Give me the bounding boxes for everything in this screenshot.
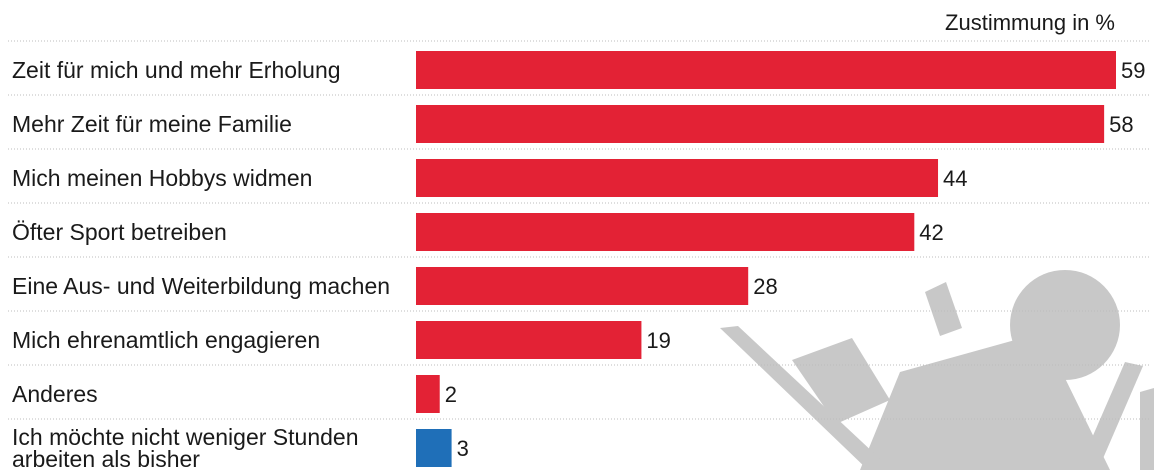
value-label: 59 bbox=[1121, 58, 1145, 83]
row-separators bbox=[8, 40, 1150, 420]
category-label: Mich meinen Hobbys widmen bbox=[12, 165, 312, 191]
bar bbox=[416, 159, 939, 197]
axis-unit-label: Zustimmung in % bbox=[945, 10, 1115, 35]
bar bbox=[416, 213, 915, 251]
value-label: 19 bbox=[646, 328, 670, 353]
category-label: Ich möchte nicht weniger Stunden bbox=[12, 424, 358, 450]
bar bbox=[416, 321, 642, 359]
bars bbox=[416, 51, 1116, 467]
value-label: 28 bbox=[753, 274, 777, 299]
category-label: Anderes bbox=[12, 381, 98, 407]
category-label: Öfter Sport betreiben bbox=[12, 219, 227, 245]
bar bbox=[416, 267, 749, 305]
category-label: Zeit für mich und mehr Erholung bbox=[12, 57, 341, 83]
bar bbox=[416, 51, 1116, 89]
value-labels: 59 58 44 42 28 19 2 3 bbox=[445, 58, 1146, 461]
person-reading-in-deckchair-icon bbox=[720, 270, 1154, 470]
category-label: Mehr Zeit für meine Familie bbox=[12, 111, 292, 137]
category-labels: Zeit für mich und mehr Erholung Mehr Zeit… bbox=[12, 57, 390, 470]
value-label: 58 bbox=[1109, 112, 1133, 137]
value-label: 2 bbox=[445, 382, 457, 407]
value-label: 44 bbox=[943, 166, 967, 191]
value-label: 3 bbox=[457, 436, 469, 461]
value-label: 42 bbox=[919, 220, 943, 245]
bar bbox=[416, 429, 452, 467]
category-label: Mich ehrenamtlich engagieren bbox=[12, 327, 320, 353]
category-label: Eine Aus- und Weiterbildung machen bbox=[12, 273, 390, 299]
category-label: arbeiten als bisher bbox=[12, 446, 200, 470]
bar bbox=[416, 375, 440, 413]
bar bbox=[416, 105, 1105, 143]
